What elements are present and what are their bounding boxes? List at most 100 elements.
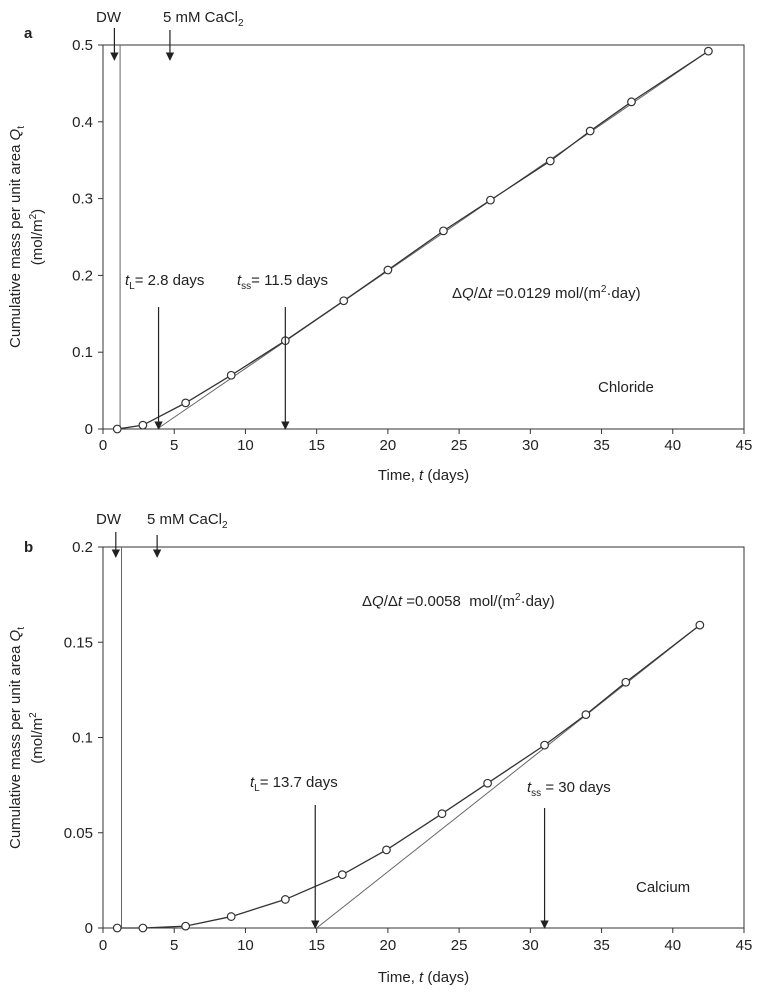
annotation: tss = 30 days: [527, 779, 611, 799]
annotation: tL= 2.8 days: [125, 272, 204, 292]
data-point: [439, 226, 448, 236]
text-run: 2: [238, 18, 244, 29]
x-tick-label: 25: [451, 437, 468, 454]
y-axis-label: Cumulative mass per unit area Qt: [7, 627, 27, 849]
x-tick-label: 30: [522, 437, 539, 454]
text-run: (mol/m: [29, 718, 46, 764]
data-point: [181, 921, 191, 931]
x-tick-label: 15: [308, 437, 325, 454]
text-run: Δ: [452, 285, 462, 302]
x-tick-label: 20: [380, 937, 397, 954]
text-run: =0.0058 mol/(m: [402, 593, 515, 610]
data-point: [695, 620, 705, 630]
data-point: [138, 420, 148, 430]
text-run: 5 mM CaCl: [147, 511, 222, 528]
annotation: ΔQ/Δt =0.0058 mol/(m2·day): [362, 592, 555, 610]
plot-frame: [102, 44, 745, 430]
x-tick-label: 45: [736, 937, 753, 954]
text-run: t: [488, 285, 493, 302]
text-run: Cumulative mass per unit area: [7, 641, 24, 849]
text-run: ): [29, 209, 46, 214]
data-point: [540, 740, 549, 750]
x-tick-label: 10: [237, 437, 254, 454]
text-run: ·day): [606, 285, 640, 302]
x-tick-label: 0: [99, 937, 107, 954]
fit-line: [156, 50, 709, 430]
x-tick-label: 10: [237, 937, 254, 954]
y-axis-label: Cumulative mass per unit area Qt: [7, 126, 27, 348]
text-run: = 30 days: [541, 779, 611, 796]
panel-label: a: [24, 25, 33, 42]
data-point: [339, 296, 349, 306]
y-tick-label: 0.2: [72, 539, 93, 556]
text-run: t: [250, 774, 255, 791]
y-tick-label: 0: [85, 920, 93, 937]
annotation: Calcium: [636, 879, 690, 896]
data-point: [280, 895, 290, 904]
text-run: t: [16, 627, 27, 630]
data-point: [483, 778, 493, 788]
y-tick-label: 0.3: [72, 191, 93, 208]
text-run: t: [237, 272, 242, 289]
text-run: Q: [7, 128, 24, 140]
text-run: Time,: [378, 969, 419, 986]
data-line: [117, 50, 709, 430]
y-tick-label: 0.1: [72, 730, 93, 747]
y-tick-label: 0.15: [64, 634, 93, 651]
x-tick-label: 35: [593, 437, 610, 454]
annotation: DW: [96, 511, 122, 528]
data-point: [112, 923, 122, 933]
data-point: [585, 126, 595, 136]
text-run: = 13.7 days: [260, 774, 338, 791]
text-run: 2: [222, 520, 228, 531]
text-run: L: [254, 783, 260, 794]
text-run: 2: [601, 284, 607, 295]
annotation: ΔQ/Δt =0.0129 mol/(m2·day): [452, 284, 641, 302]
fit-line: [316, 624, 701, 929]
annotation: 5 mM CaCl2: [163, 9, 244, 29]
x-tick-label: 15: [308, 937, 325, 954]
text-run: Chloride: [598, 379, 654, 396]
y-tick-label: 0: [85, 421, 93, 438]
text-run: 5 mM CaCl: [163, 9, 238, 26]
text-run: 2: [28, 712, 39, 718]
x-tick-label: 5: [170, 937, 178, 954]
data-point: [621, 677, 631, 687]
text-run: t: [398, 593, 403, 610]
data-point: [703, 46, 713, 56]
y-tick-label: 0.1: [72, 344, 93, 361]
data-point: [112, 424, 122, 434]
text-run: =0.0129 mol/(m: [492, 285, 601, 302]
annotation: tL= 13.7 days: [250, 774, 338, 794]
annotation: tss= 11.5 days: [237, 272, 328, 292]
data-point: [545, 156, 555, 166]
annotation: Chloride: [598, 379, 654, 396]
text-run: 2: [28, 213, 39, 219]
text-run: /Δ: [474, 285, 488, 302]
text-run: Time,: [378, 467, 419, 484]
text-run: Calcium: [636, 879, 690, 896]
x-tick-label: 45: [736, 437, 753, 454]
text-run: 2: [515, 592, 521, 603]
panel-label: b: [24, 539, 33, 556]
text-run: DW: [96, 9, 122, 26]
x-tick-label: 40: [664, 937, 681, 954]
x-axis-label: Time, t (days): [378, 969, 469, 986]
text-run: L: [129, 281, 135, 292]
y-tick-label: 0.05: [64, 825, 93, 842]
x-tick-label: 5: [170, 437, 178, 454]
data-point: [486, 195, 495, 205]
text-run: t: [16, 126, 27, 129]
text-run: t: [419, 467, 424, 484]
data-point: [181, 398, 191, 408]
text-run: (days): [423, 969, 469, 986]
text-run: t: [527, 779, 532, 796]
text-run: t: [419, 969, 424, 986]
annotation: DW: [96, 9, 122, 26]
data-point: [226, 370, 236, 380]
data-point: [581, 710, 591, 720]
text-run: Cumulative mass per unit area: [7, 140, 24, 348]
text-run: Δ: [362, 593, 372, 610]
